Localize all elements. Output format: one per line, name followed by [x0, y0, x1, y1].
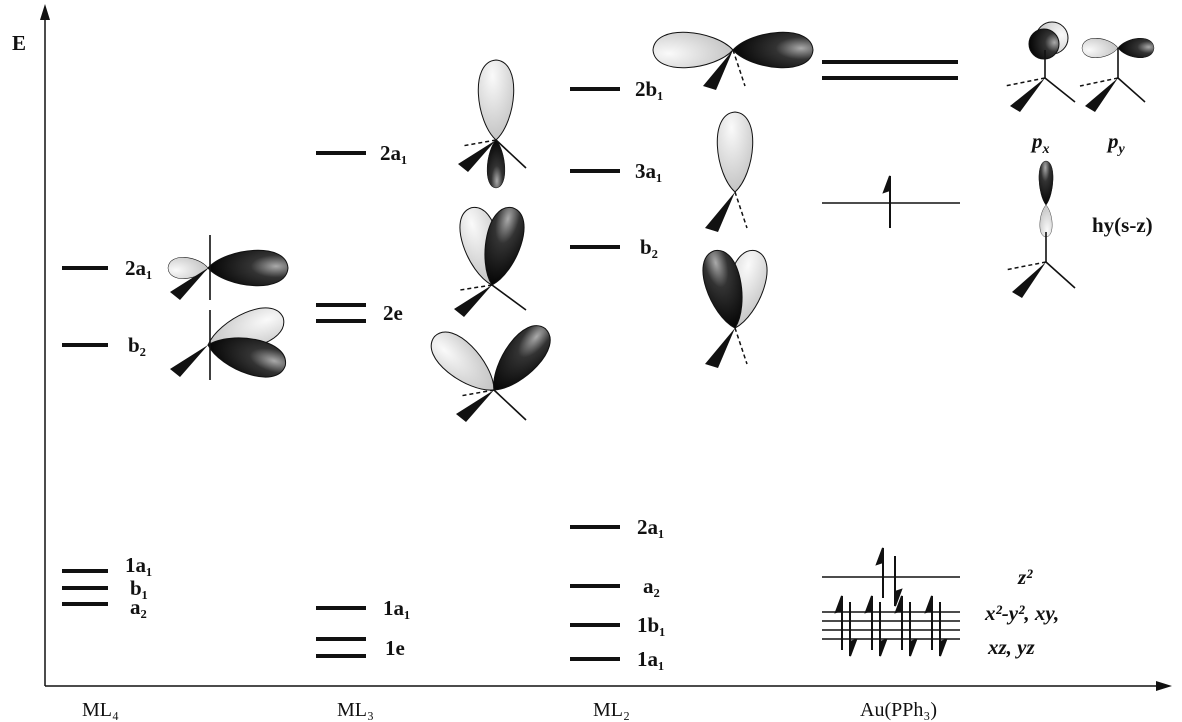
level-label: 3a₁ — [635, 159, 662, 183]
level-label: a₂ — [643, 574, 660, 598]
level-label: 1b₁ — [637, 613, 665, 637]
orbital-label-sub: y — [1117, 142, 1126, 157]
level-label: 1a₁ — [125, 553, 152, 577]
column-label: ML₃ — [337, 699, 374, 721]
orbital-label: hy(s-z) — [1092, 213, 1153, 237]
level-label: b₂ — [128, 333, 146, 357]
orbital-label-base: p — [1106, 129, 1119, 153]
orbital-label-sub: x — [1042, 142, 1050, 157]
axis-label: E — [12, 31, 26, 55]
level-label: 2b₁ — [635, 77, 663, 101]
level-label: 2e — [383, 301, 403, 325]
column-label: ML₄ — [82, 699, 119, 721]
level-label: 1a₁ — [637, 647, 664, 671]
column-label: ML₂ — [593, 699, 630, 721]
level-label: 1e — [385, 636, 405, 660]
orbital-label: z² — [1017, 565, 1033, 589]
level-label: a₂ — [130, 595, 147, 619]
electrons — [836, 176, 946, 656]
level-labels: 2a₁ b₂ 1a₁ b₁ a₂ 2a₁ 2e 1a₁ 1e 2b₁ 3a₁ b… — [125, 77, 665, 671]
orbital-label: px — [1030, 129, 1050, 157]
column-label: Au(PPh₃) — [860, 699, 937, 721]
orbital-label: xz, yz — [987, 635, 1035, 659]
level-label: 1a₁ — [383, 596, 410, 620]
level-label: b₂ — [640, 235, 658, 259]
orbital-label: py — [1106, 129, 1126, 157]
orbital-label-base: p — [1030, 129, 1043, 153]
level-label: 2a₁ — [125, 256, 152, 280]
level-label: 2a₁ — [637, 515, 664, 539]
mo-diagram: E — [0, 0, 1182, 722]
level-label: 2a₁ — [380, 141, 407, 165]
orbital-label: x²-y², xy, — [984, 601, 1059, 625]
